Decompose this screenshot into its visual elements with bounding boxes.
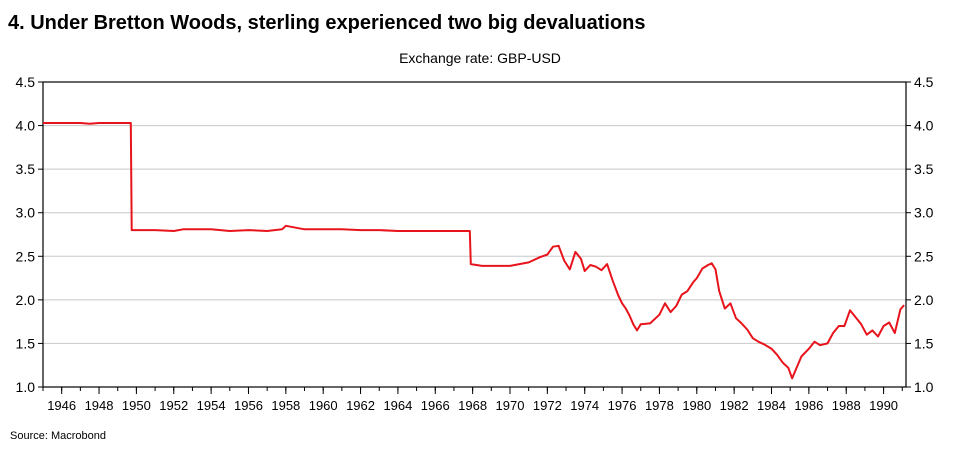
x-tick-label-16: 1978 <box>645 398 674 413</box>
x-tick-label-18: 1982 <box>720 398 749 413</box>
y-tick-label-right-7: 4.5 <box>914 74 934 90</box>
x-tick-label-10: 1966 <box>421 398 450 413</box>
y-tick-label-right-3: 2.5 <box>914 248 934 264</box>
x-tick-label-19: 1984 <box>757 398 786 413</box>
y-tick-label-left-3: 2.5 <box>16 248 36 264</box>
x-tick-label-14: 1974 <box>570 398 599 413</box>
x-tick-label-20: 1986 <box>794 398 823 413</box>
y-tick-label-right-5: 3.5 <box>914 161 934 177</box>
chart-title: 4. Under Bretton Woods, sterling experie… <box>8 12 646 34</box>
x-tick-label-8: 1962 <box>346 398 375 413</box>
x-tick-label-22: 1990 <box>869 398 898 413</box>
x-tick-label-4: 1954 <box>197 398 226 413</box>
x-tick-label-2: 1950 <box>122 398 151 413</box>
x-tick-label-17: 1980 <box>682 398 711 413</box>
y-tick-label-left-4: 3.0 <box>16 205 36 221</box>
chart-subtitle: Exchange rate: GBP-USD <box>399 50 561 66</box>
x-tick-label-11: 1968 <box>458 398 487 413</box>
x-tick-label-7: 1960 <box>309 398 338 413</box>
plot-frame <box>42 81 907 388</box>
x-tick-label-5: 1956 <box>234 398 263 413</box>
y-tick-label-right-6: 4.0 <box>914 118 934 134</box>
y-tick-label-right-2: 2.0 <box>914 292 934 308</box>
y-tick-label-right-4: 3.0 <box>914 205 934 221</box>
x-tick-label-6: 1958 <box>271 398 300 413</box>
y-tick-label-left-5: 3.5 <box>16 161 36 177</box>
y-tick-label-right-0: 1.0 <box>914 379 934 395</box>
y-tick-label-left-0: 1.0 <box>16 379 36 395</box>
y-axis-right: 1.0 1.5 2.0 2.5 3.0 3.5 4.0 4.5 <box>906 74 934 395</box>
x-tick-label-3: 1952 <box>159 398 188 413</box>
x-tick-label-21: 1988 <box>832 398 861 413</box>
x-tick-label-9: 1964 <box>383 398 412 413</box>
x-tick-label-15: 1976 <box>608 398 637 413</box>
x-tick-label-13: 1972 <box>533 398 562 413</box>
series-line-gbp-usd <box>43 122 905 380</box>
y-tick-label-right-1: 1.5 <box>914 335 934 351</box>
grid-layer <box>43 81 906 388</box>
x-tick-label-12: 1970 <box>496 398 525 413</box>
y-tick-label-left-6: 4.0 <box>16 118 36 134</box>
y-tick-label-left-7: 4.5 <box>16 74 36 90</box>
x-axis: 1946 1948 1950 1952 1954 1956 1958 1960 1962 1964… <box>42 387 903 413</box>
y-axis-left: 1.0 1.5 2.0 2.5 3.0 3.5 4.0 4.5 <box>16 74 43 395</box>
y-tick-label-left-2: 2.0 <box>16 292 36 308</box>
x-tick-label-0: 1946 <box>47 398 76 413</box>
x-tick-label-1: 1948 <box>85 398 114 413</box>
source-note: Source: Macrobond <box>10 430 106 442</box>
y-tick-label-left-1: 1.5 <box>16 335 36 351</box>
